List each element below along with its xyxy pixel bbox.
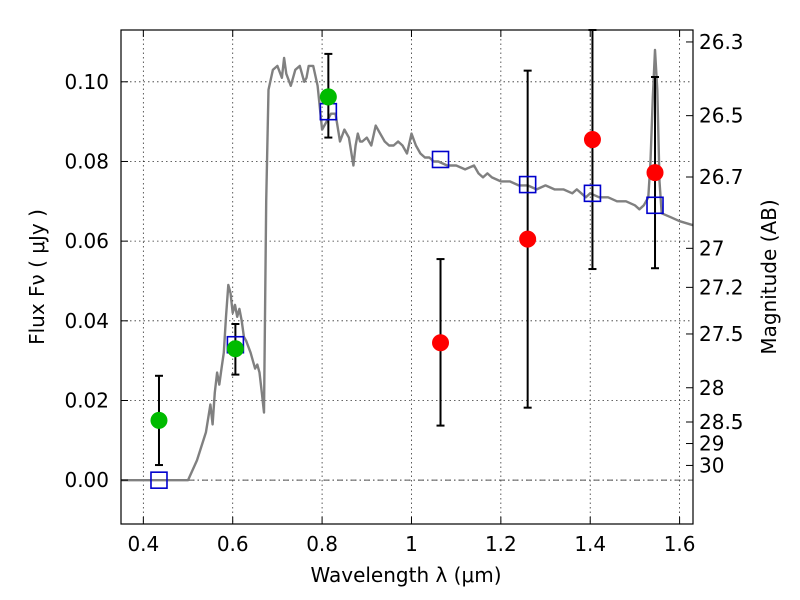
x-tick-label: 1 <box>405 532 418 556</box>
right-tick-label: 28 <box>699 376 724 400</box>
right-tick-label: 26.7 <box>699 165 744 189</box>
right-tick-label: 27 <box>699 236 724 260</box>
right-tick-label: 29 <box>699 432 724 456</box>
y-tick-label: 0.10 <box>64 70 109 94</box>
right-axis-label: Magnitude (AB) <box>757 199 781 354</box>
x-tick-label: 0.8 <box>306 532 338 556</box>
x-axis-label: Wavelength λ (μm) <box>310 563 501 587</box>
model-square <box>150 471 168 489</box>
marker-layer <box>150 88 664 489</box>
x-tick-label: 1.4 <box>574 532 606 556</box>
y-tick-label: 0.08 <box>64 149 109 173</box>
model-square <box>431 150 450 169</box>
right-tick-label: 27.5 <box>699 322 744 346</box>
right-tick-label: 30 <box>699 453 724 477</box>
x-tick-label: 0.6 <box>217 532 249 556</box>
y-tick-label: 0.06 <box>64 229 109 253</box>
x-tick-label: 1.6 <box>664 532 696 556</box>
detection-point <box>226 340 244 358</box>
model-square <box>646 196 664 215</box>
right-tick-label: 26.3 <box>699 30 744 54</box>
low-sn-point <box>432 334 450 352</box>
low-sn-point <box>583 131 601 149</box>
x-tick-label: 0.4 <box>127 532 159 556</box>
y-tick-label: 0.02 <box>64 389 109 413</box>
low-sn-point <box>646 164 664 182</box>
detection-point <box>150 411 168 429</box>
y-tick-label: 0.04 <box>64 309 109 333</box>
low-sn-point <box>519 230 537 248</box>
sed-curve <box>121 48 694 482</box>
axis-ticks: 0.4 0.6 0.8 1 1.2 1.4 1.6 0.00 0.02 0.04 0.06 0.08 0… <box>64 30 743 556</box>
plot-frame <box>120 29 694 525</box>
model-square <box>583 184 602 203</box>
y-tick-label: 0.00 <box>64 468 109 492</box>
right-tick-label: 27.2 <box>699 275 744 299</box>
detection-point <box>319 88 337 106</box>
sed-curve-layer <box>121 48 694 482</box>
right-tick-label: 26.5 <box>699 104 744 128</box>
model-square <box>518 175 537 194</box>
x-tick-label: 1.2 <box>485 532 517 556</box>
y-axis-label: Flux Fν ( μJy ) <box>25 209 49 345</box>
grid-lines <box>121 30 693 524</box>
right-tick-label: 28.5 <box>699 410 744 434</box>
